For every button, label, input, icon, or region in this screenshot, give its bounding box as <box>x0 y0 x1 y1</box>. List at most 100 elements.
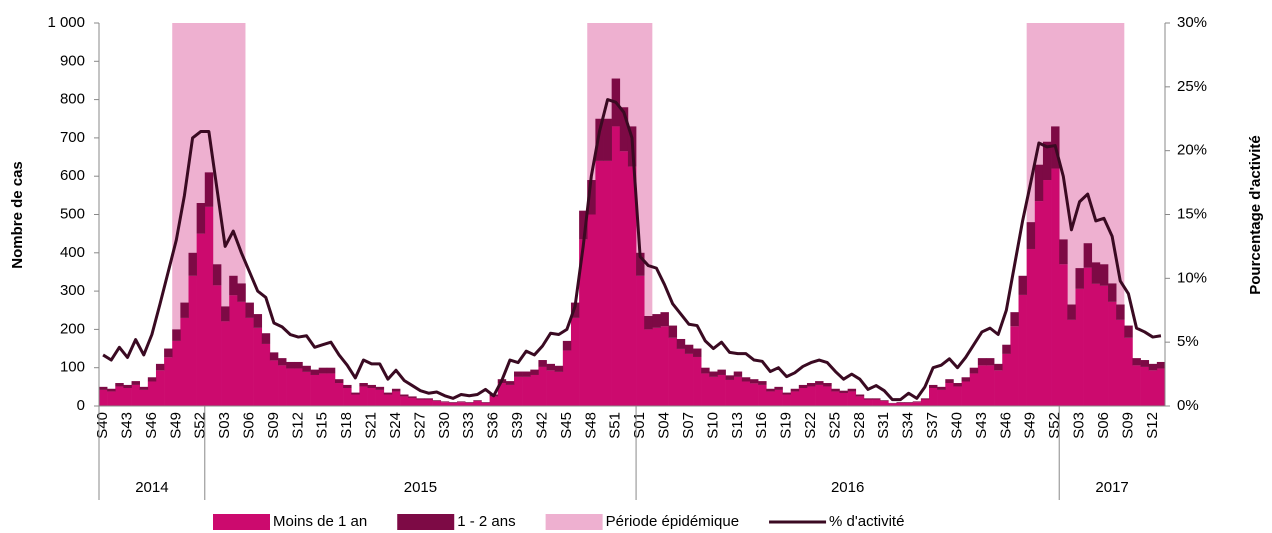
bar <box>326 367 336 374</box>
bar <box>99 389 108 406</box>
bar <box>147 381 157 406</box>
bar <box>1051 168 1060 406</box>
bar <box>782 394 791 406</box>
bar <box>1132 365 1141 406</box>
bar <box>1034 164 1044 202</box>
x-tick-label: S52 <box>192 412 209 439</box>
bar <box>668 337 678 406</box>
bar <box>855 396 865 406</box>
bar <box>172 329 181 341</box>
bar <box>294 361 303 369</box>
bar <box>424 399 433 406</box>
bar <box>823 386 832 406</box>
bar <box>627 166 637 406</box>
bar <box>1156 361 1166 369</box>
x-tick-label: S46 <box>143 412 160 439</box>
y-tick-label: 300 <box>60 282 85 299</box>
bar <box>505 381 515 385</box>
x-tick-label: S12 <box>1144 412 1161 439</box>
x-tick-label: S03 <box>1071 412 1088 439</box>
bar <box>831 388 840 392</box>
bar <box>1002 344 1011 354</box>
bar <box>473 401 482 406</box>
bar <box>237 283 246 302</box>
y2-tick-label: 15% <box>1177 205 1207 222</box>
y-tick-label: 500 <box>60 205 85 222</box>
bar <box>863 399 873 406</box>
bar <box>326 373 336 406</box>
bar <box>367 384 376 388</box>
bar <box>636 252 645 276</box>
bar <box>652 327 661 406</box>
bar <box>912 402 922 406</box>
bar <box>302 371 311 406</box>
bar <box>611 126 621 406</box>
bar <box>912 401 922 403</box>
bar <box>1083 243 1093 268</box>
x-tick-label: S21 <box>363 412 380 439</box>
bar <box>440 401 450 403</box>
bar <box>155 363 165 371</box>
bar <box>286 368 295 406</box>
x-tick-label: S31 <box>875 412 892 439</box>
bar <box>278 365 287 406</box>
bar <box>806 386 816 406</box>
bar <box>953 386 962 406</box>
bar <box>481 402 490 406</box>
x-tick-label: S39 <box>509 412 526 439</box>
bar <box>937 386 946 390</box>
bar <box>872 399 881 406</box>
bar <box>107 388 116 392</box>
bar <box>953 383 962 387</box>
bar <box>383 394 393 406</box>
bar <box>172 340 181 406</box>
x-tick-label: S10 <box>704 412 721 439</box>
bar <box>131 384 140 406</box>
bar <box>684 353 694 406</box>
bar <box>253 327 263 406</box>
bar <box>1091 283 1101 406</box>
y2-axis-title: Pourcentage d'activité <box>1247 135 1264 294</box>
bar <box>1116 319 1125 406</box>
y-tick-label: 600 <box>60 167 85 184</box>
bar <box>733 371 743 377</box>
x-group-label: 2015 <box>404 479 437 496</box>
bar <box>1075 288 1084 406</box>
bar <box>684 344 694 354</box>
bar <box>896 402 905 406</box>
bar <box>1099 285 1109 406</box>
bar <box>782 392 791 395</box>
x-tick-label: S09 <box>265 412 282 439</box>
bar <box>123 384 132 388</box>
bar <box>1099 264 1109 286</box>
y-tick-label: 400 <box>60 244 85 261</box>
x-tick-label: S19 <box>778 412 795 439</box>
bar <box>139 389 149 406</box>
y-tick-label: 200 <box>60 320 85 337</box>
x-tick-label: S43 <box>973 412 990 439</box>
bar <box>351 394 360 406</box>
y2-tick-label: 10% <box>1177 269 1207 286</box>
x-tick-label: S06 <box>1095 412 1112 439</box>
x-tick-label: S33 <box>460 412 477 439</box>
y2-tick-label: 30% <box>1177 14 1207 31</box>
x-tick-label: S49 <box>167 412 184 439</box>
bar <box>929 387 938 406</box>
bar <box>839 392 848 406</box>
x-tick-label: S09 <box>1119 412 1136 439</box>
bar <box>538 360 547 367</box>
bar <box>1059 264 1068 406</box>
bar <box>741 381 751 406</box>
bar <box>514 371 523 377</box>
bar <box>164 357 173 406</box>
bar <box>221 321 230 406</box>
bar <box>855 394 865 397</box>
bar <box>920 399 930 406</box>
bar <box>294 368 303 406</box>
bar <box>815 384 824 406</box>
bar <box>709 376 718 406</box>
legend-label: % d'activité <box>829 513 904 530</box>
bar <box>416 399 425 406</box>
bar <box>595 160 604 406</box>
